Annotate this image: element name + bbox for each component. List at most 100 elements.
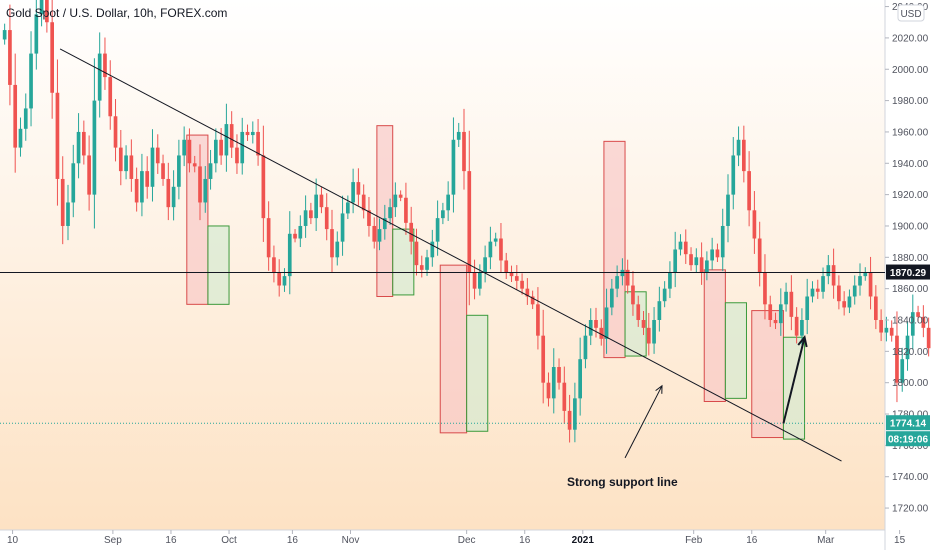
candle-body-20 [108,77,113,117]
candle-body-136 [720,225,725,258]
green-zone-box-9[interactable] [724,302,747,399]
candle-body-70 [372,225,377,242]
candle-body-78 [414,241,419,266]
candle-body-74 [393,194,398,208]
candle-body-127 [673,249,678,273]
candle-body-83 [441,210,445,219]
candle-body-134 [710,249,714,261]
time-tick-label: Oct [221,535,237,546]
candle-body-5 [29,53,33,109]
candle-body-64 [340,213,345,242]
candle-body-1 [8,30,12,85]
time-axis-panel [0,530,885,550]
candle-body-19 [103,53,107,78]
candle-body-168 [889,327,894,336]
candle-body-21 [113,116,118,148]
projection-arrow[interactable] [782,337,806,424]
candle-body-113 [599,327,604,339]
candle-body-122 [646,327,651,344]
candle-body-126 [668,272,672,289]
red-zone-box-8[interactable] [703,269,726,402]
candle-body-12 [66,202,70,226]
candle-body-46 [245,131,250,136]
candle-body-56 [298,225,303,239]
candle-body-164 [868,272,873,297]
candle-body-42 [224,124,229,156]
price-tick-label: 1880.00 [892,253,929,264]
candle-body-169 [895,335,899,383]
candle-body-101 [536,304,540,336]
green-zone-box-5[interactable] [466,314,489,432]
candle-body-103 [546,382,551,399]
candle-body-108 [573,398,577,430]
candle-body-39 [208,163,213,179]
candle-body-60 [319,194,324,208]
candle-body-124 [657,301,662,320]
candle-body-105 [557,367,561,383]
candle-body-148 [784,291,788,305]
time-tick-label: 2021 [572,535,595,546]
candle-body-144 [763,272,767,305]
candle-body-93 [493,238,498,242]
candle-body-159 [842,301,846,308]
candle-body-33 [177,155,181,187]
candle-body-65 [346,202,350,214]
candle-body-107 [567,410,572,430]
candle-body-118 [625,269,630,286]
candle-body-97 [514,276,519,281]
red-zone-box-0[interactable] [186,134,209,305]
red-zone-box-4[interactable] [439,264,468,434]
currency-button[interactable]: USD [897,4,925,22]
candle-body-153 [810,288,815,297]
candle-body-66 [351,182,355,203]
candle-body-135 [715,249,720,258]
candle-body-84 [446,194,450,211]
candle-body-91 [483,257,487,273]
candle-body-22 [118,147,123,172]
green-zone-box-1[interactable] [207,225,230,305]
candle-body-26 [140,171,144,203]
candle-body-53 [282,276,287,286]
candle-body-71 [377,229,382,242]
candle-body-32 [171,186,176,208]
candle-body-48 [256,131,260,156]
candle-body-130 [689,254,693,266]
candle-body-0 [2,30,7,40]
candle-body-14 [76,131,81,164]
candle-body-44 [235,147,239,164]
red-zone-box-6[interactable] [603,140,626,359]
time-tick-label: Mar [817,535,835,546]
descending-trend-line[interactable] [59,48,842,462]
bar-countdown-tag-bg [886,431,930,447]
candlesticks [2,0,931,443]
candle-body-38 [203,178,208,203]
candle-body-116 [615,276,619,289]
price-tick-label: 1960.00 [892,127,929,138]
candle-body-137 [726,194,730,226]
candle-body-140 [742,139,746,172]
candle-body-40 [214,139,218,164]
candle-body-115 [610,288,614,308]
candle-body-95 [504,260,509,273]
candle-body-139 [736,139,741,156]
time-tick-label: 16 [519,535,531,546]
candle-body-41 [219,139,223,156]
candle-body-29 [155,147,160,164]
green-zone-box-3[interactable] [392,228,415,296]
annotation-arrow[interactable] [624,385,663,459]
candle-body-128 [678,241,683,250]
candle-body-68 [361,194,366,211]
candle-body-67 [356,182,361,195]
candle-body-25 [134,178,139,203]
candle-body-104 [551,367,556,399]
candle-body-109 [578,359,582,399]
green-zone-box-7[interactable] [624,291,647,357]
candle-body-92 [488,241,493,258]
candle-body-170 [900,359,905,383]
candle-body-69 [367,210,371,226]
candle-body-7 [39,0,44,15]
candle-body-150 [794,316,799,336]
red-zone-box-10[interactable] [751,310,784,439]
candle-body-45 [240,131,245,164]
